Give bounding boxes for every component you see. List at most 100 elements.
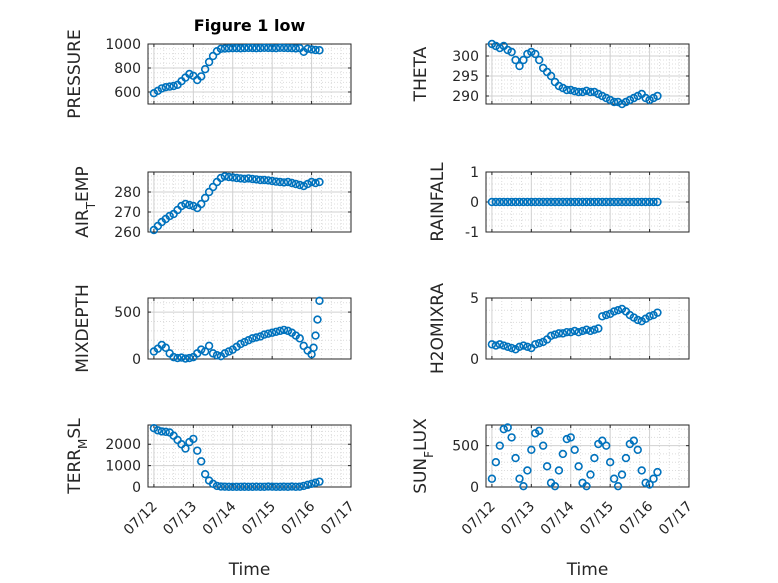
- data-point: [224, 44, 234, 53]
- data-point: [653, 467, 662, 477]
- data-point: [637, 197, 646, 207]
- data-point: [602, 197, 611, 207]
- data-point: [267, 482, 277, 491]
- data-point: [590, 325, 599, 334]
- data-point: [574, 87, 583, 97]
- data-point: [558, 329, 568, 338]
- data-point: [240, 482, 249, 491]
- data-point: [275, 177, 285, 187]
- data-point: [535, 197, 544, 207]
- data-point: [244, 336, 253, 345]
- data-point: [275, 326, 285, 336]
- data-point: [275, 482, 285, 491]
- series-markers: [487, 304, 662, 354]
- x-axis-label: Time: [566, 560, 609, 580]
- data-point: [228, 43, 237, 53]
- data-point: [641, 197, 650, 207]
- y-tick-label: 0: [132, 480, 141, 496]
- data-point: [582, 197, 591, 207]
- data-point: [256, 175, 265, 185]
- data-point: [578, 197, 587, 207]
- data-point: [208, 182, 218, 192]
- axes-box: [147, 297, 352, 360]
- data-point: [279, 482, 289, 491]
- data-point: [574, 462, 583, 471]
- y-axis-label: RAINFALL: [428, 162, 448, 242]
- data-point: [283, 43, 293, 53]
- data-point: [208, 349, 218, 358]
- data-point: [613, 481, 623, 491]
- data-point: [515, 61, 524, 71]
- data-point: [295, 180, 304, 190]
- data-point: [236, 339, 245, 349]
- data-point: [645, 480, 654, 489]
- data-point: [313, 315, 322, 324]
- data-point: [594, 197, 603, 207]
- data-point: [216, 173, 226, 183]
- data-point: [279, 43, 289, 53]
- x-tick-label: 07/16: [617, 498, 657, 538]
- data-point: [515, 197, 524, 207]
- data-point: [653, 197, 662, 207]
- data-point: [161, 427, 170, 437]
- data-point: [220, 172, 230, 181]
- data-point: [535, 338, 544, 348]
- data-point: [531, 197, 540, 207]
- data-point: [271, 177, 281, 186]
- series-markers: [149, 172, 324, 235]
- data-point: [185, 69, 194, 79]
- y-tick-label: 0: [470, 195, 479, 211]
- data-point: [582, 481, 591, 491]
- data-point: [574, 197, 583, 207]
- data-point: [637, 466, 646, 475]
- data-point: [519, 197, 528, 207]
- y-tick-label: 800: [114, 61, 141, 77]
- data-point: [629, 197, 639, 207]
- data-point: [562, 85, 572, 95]
- data-point: [523, 466, 532, 475]
- data-point: [224, 172, 234, 182]
- data-point: [609, 474, 619, 483]
- data-point: [562, 327, 572, 337]
- data-point: [495, 197, 504, 207]
- data-point: [200, 469, 210, 479]
- y-tick-label: 260: [114, 225, 141, 241]
- data-point: [550, 197, 560, 207]
- data-point: [181, 354, 190, 363]
- x-tick-label: 07/15: [239, 499, 279, 539]
- data-point: [256, 43, 265, 53]
- data-point: [291, 179, 301, 189]
- data-point: [252, 43, 261, 53]
- data-point: [550, 77, 560, 87]
- data-point: [303, 44, 312, 53]
- data-point: [590, 453, 599, 463]
- data-point: [641, 478, 650, 488]
- data-point: [566, 327, 575, 337]
- data-point: [267, 43, 277, 53]
- data-point: [570, 86, 579, 96]
- data-point: [609, 307, 619, 316]
- y-axis-label-part: SUN: [411, 458, 431, 494]
- y-tick-label: 290: [452, 89, 479, 105]
- figure-title: Figure 1 low: [194, 16, 306, 35]
- y-axis-label-part: EMP: [73, 166, 93, 202]
- data-point: [161, 343, 170, 352]
- data-point: [507, 343, 516, 353]
- minor-grid: [148, 298, 351, 359]
- data-point: [236, 174, 245, 183]
- y-axis-label-part: LUX: [411, 418, 431, 451]
- data-point: [598, 197, 607, 207]
- data-point: [487, 340, 497, 349]
- y-axis-label-part: H2OMIXRA: [428, 283, 448, 374]
- x-tick-label: 07/14: [538, 498, 578, 538]
- subplot-sun-flux: 0 500 SUNFLUX 07/12 07/13 07/14 07/15 07/16 07/1…: [411, 418, 696, 580]
- data-point: [260, 482, 269, 491]
- data-point: [264, 329, 273, 338]
- data-point: [315, 296, 324, 306]
- data-point: [495, 340, 504, 349]
- data-point: [309, 343, 318, 352]
- data-point: [248, 43, 257, 53]
- data-point: [586, 326, 595, 336]
- data-point: [181, 199, 190, 209]
